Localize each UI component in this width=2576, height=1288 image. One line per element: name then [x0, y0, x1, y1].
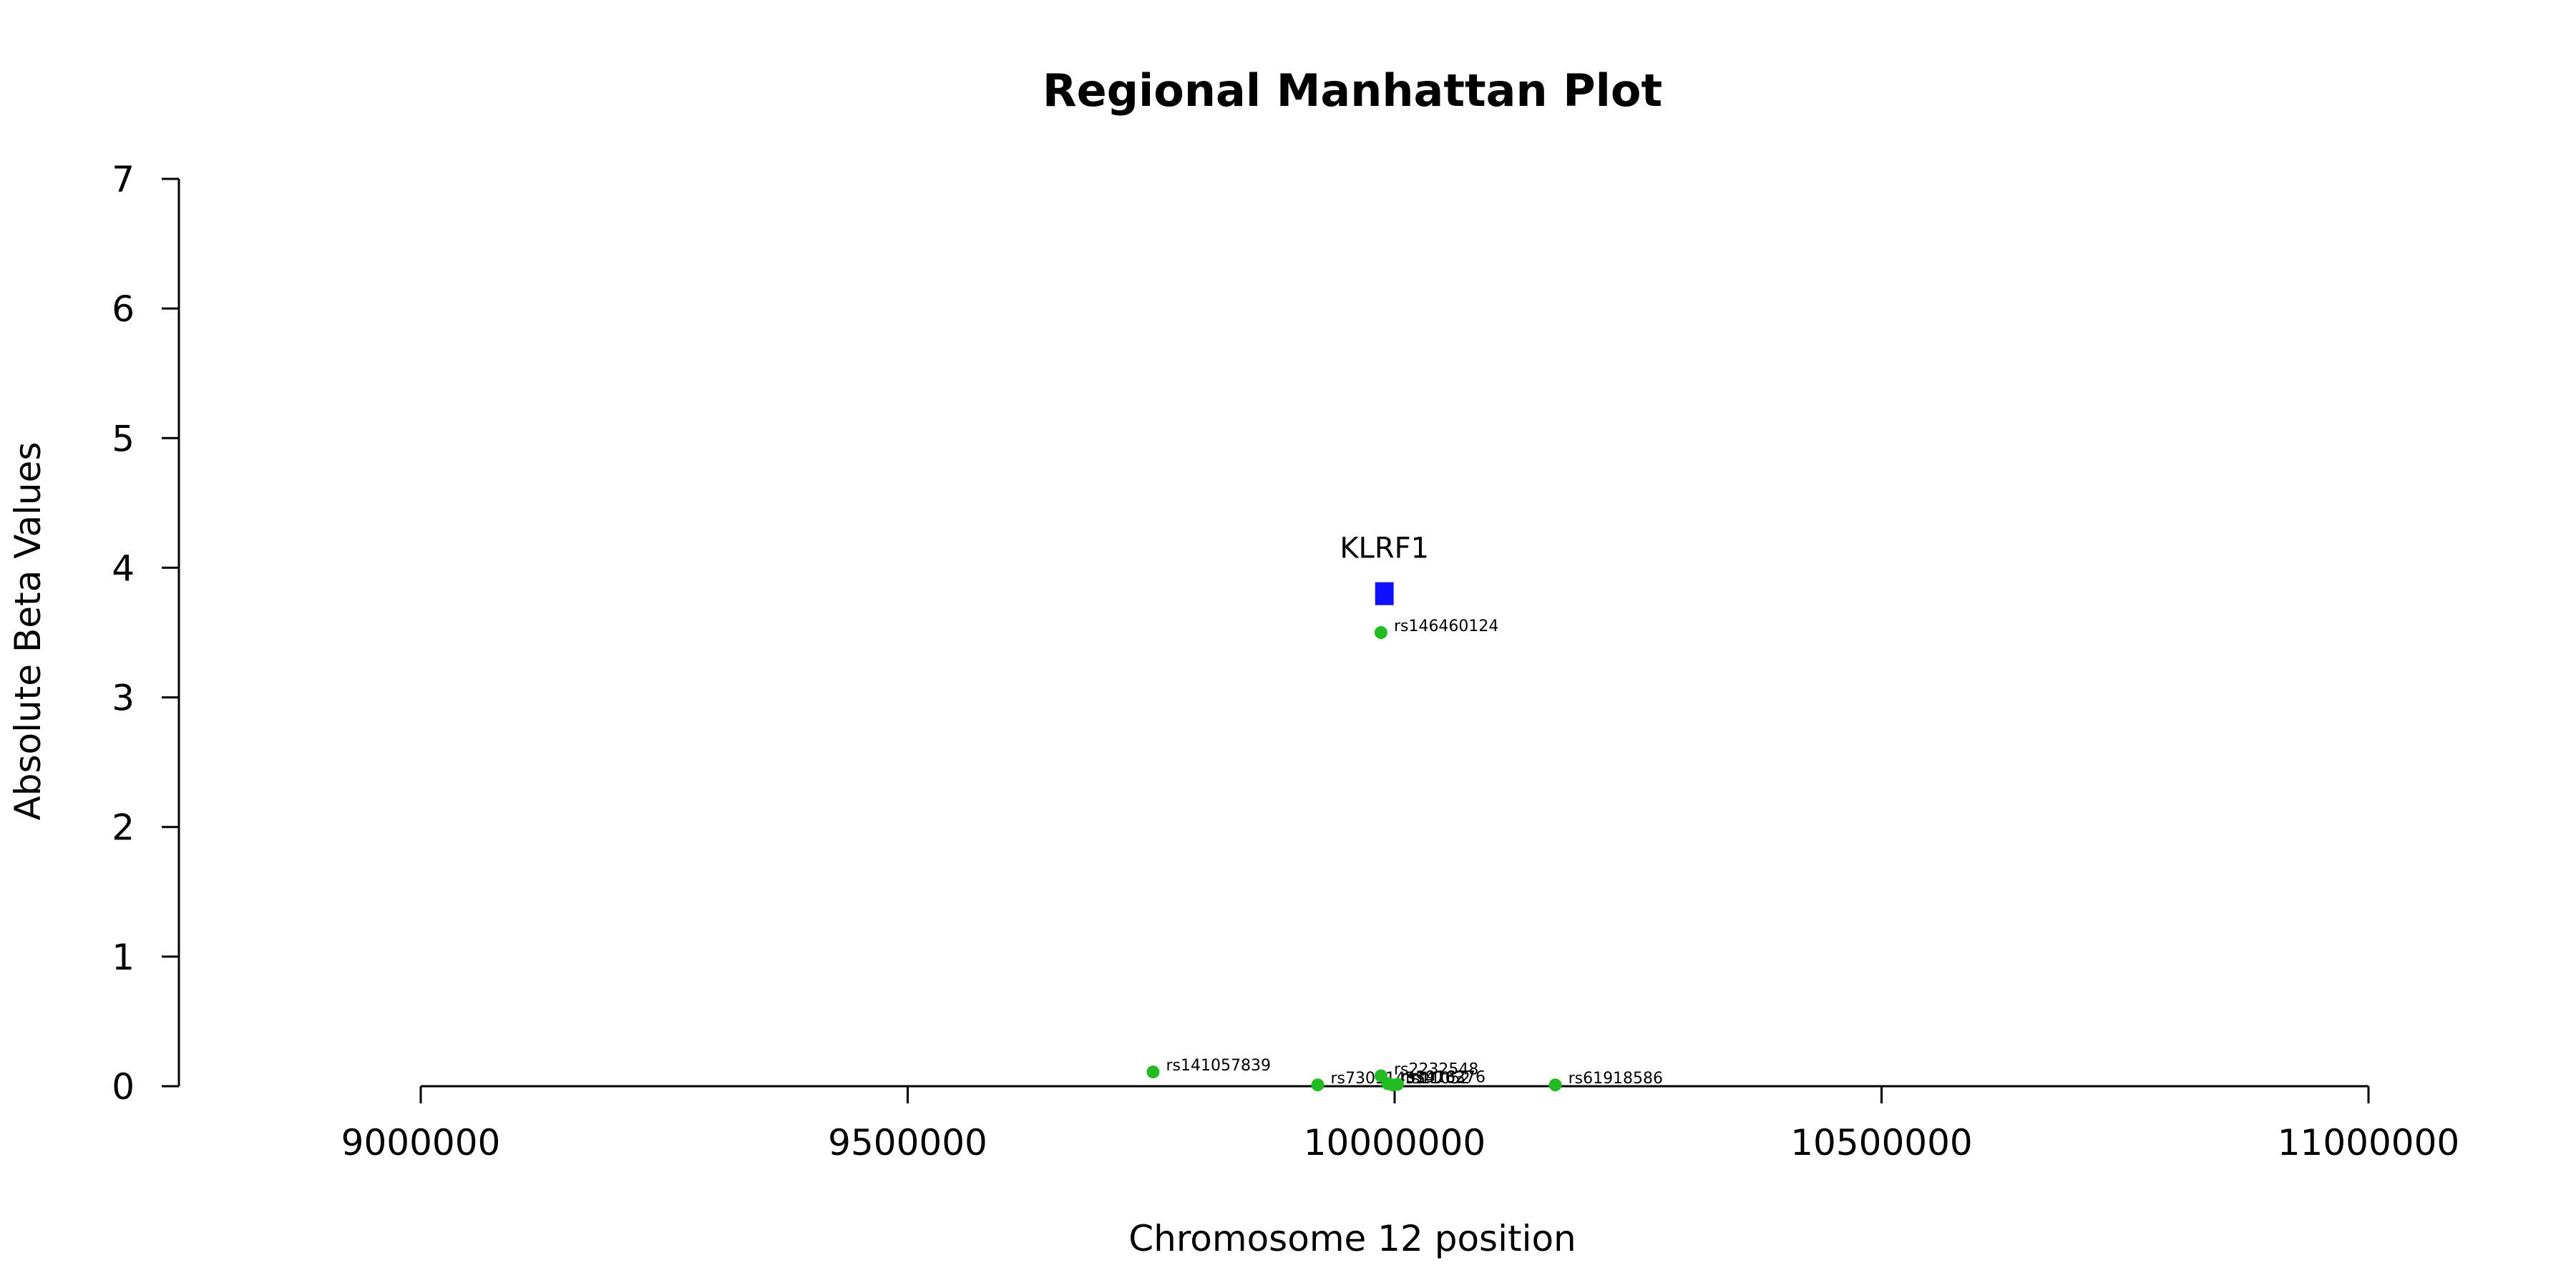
snp-point — [1311, 1078, 1324, 1092]
snp-label: rs11052 — [1405, 1070, 1470, 1088]
gene-layer: KLRF1 — [1340, 532, 1429, 605]
x-tick-label: 11000000 — [2278, 1122, 2460, 1163]
x-axis-label: Chromosome 12 position — [1128, 1218, 1576, 1259]
snp-label: rs2232548 — [1394, 1061, 1479, 1079]
y-tick-label: 0 — [112, 1066, 135, 1108]
y-tick-label: 7 — [112, 159, 135, 200]
x-tick-label: 9000000 — [341, 1122, 501, 1163]
snp-point — [1391, 1078, 1405, 1091]
y-tick-label: 6 — [112, 288, 135, 330]
snp-label: rs141057839 — [1166, 1057, 1270, 1075]
y-axis-label: Absolute Beta Values — [7, 442, 49, 821]
y-tick-label: 1 — [112, 937, 135, 978]
x-tick-label: 10500000 — [1790, 1122, 1973, 1163]
snp-layer: rs141057839rs73051455rs2232548rs14646012… — [1146, 618, 1663, 1092]
x-tick-label: 9500000 — [828, 1122, 987, 1163]
gene-box — [1375, 582, 1394, 605]
y-axis: 0 1 2 3 4 5 6 7 — [112, 159, 180, 1108]
y-tick-label: 2 — [112, 807, 135, 849]
y-tick-label: 3 — [112, 678, 135, 719]
snp-point — [1548, 1078, 1562, 1092]
snp-label: rs1916276 — [1400, 1068, 1485, 1086]
snp-label: rs146460124 — [1394, 618, 1498, 635]
snp-point — [1146, 1065, 1160, 1079]
x-axis: 9000000 9500000 10000000 10500000 11000000 — [341, 1085, 2460, 1163]
snp-point — [1374, 626, 1387, 639]
snp-label: rs61918586 — [1568, 1070, 1663, 1088]
y-tick-label: 5 — [112, 418, 135, 459]
gene-label: KLRF1 — [1340, 532, 1429, 565]
chart-title: Regional Manhattan Plot — [1043, 64, 1662, 117]
y-tick-label: 4 — [112, 547, 135, 589]
snp-label: rs4763 — [1410, 1069, 1465, 1087]
x-tick-label: 10000000 — [1304, 1122, 1486, 1163]
